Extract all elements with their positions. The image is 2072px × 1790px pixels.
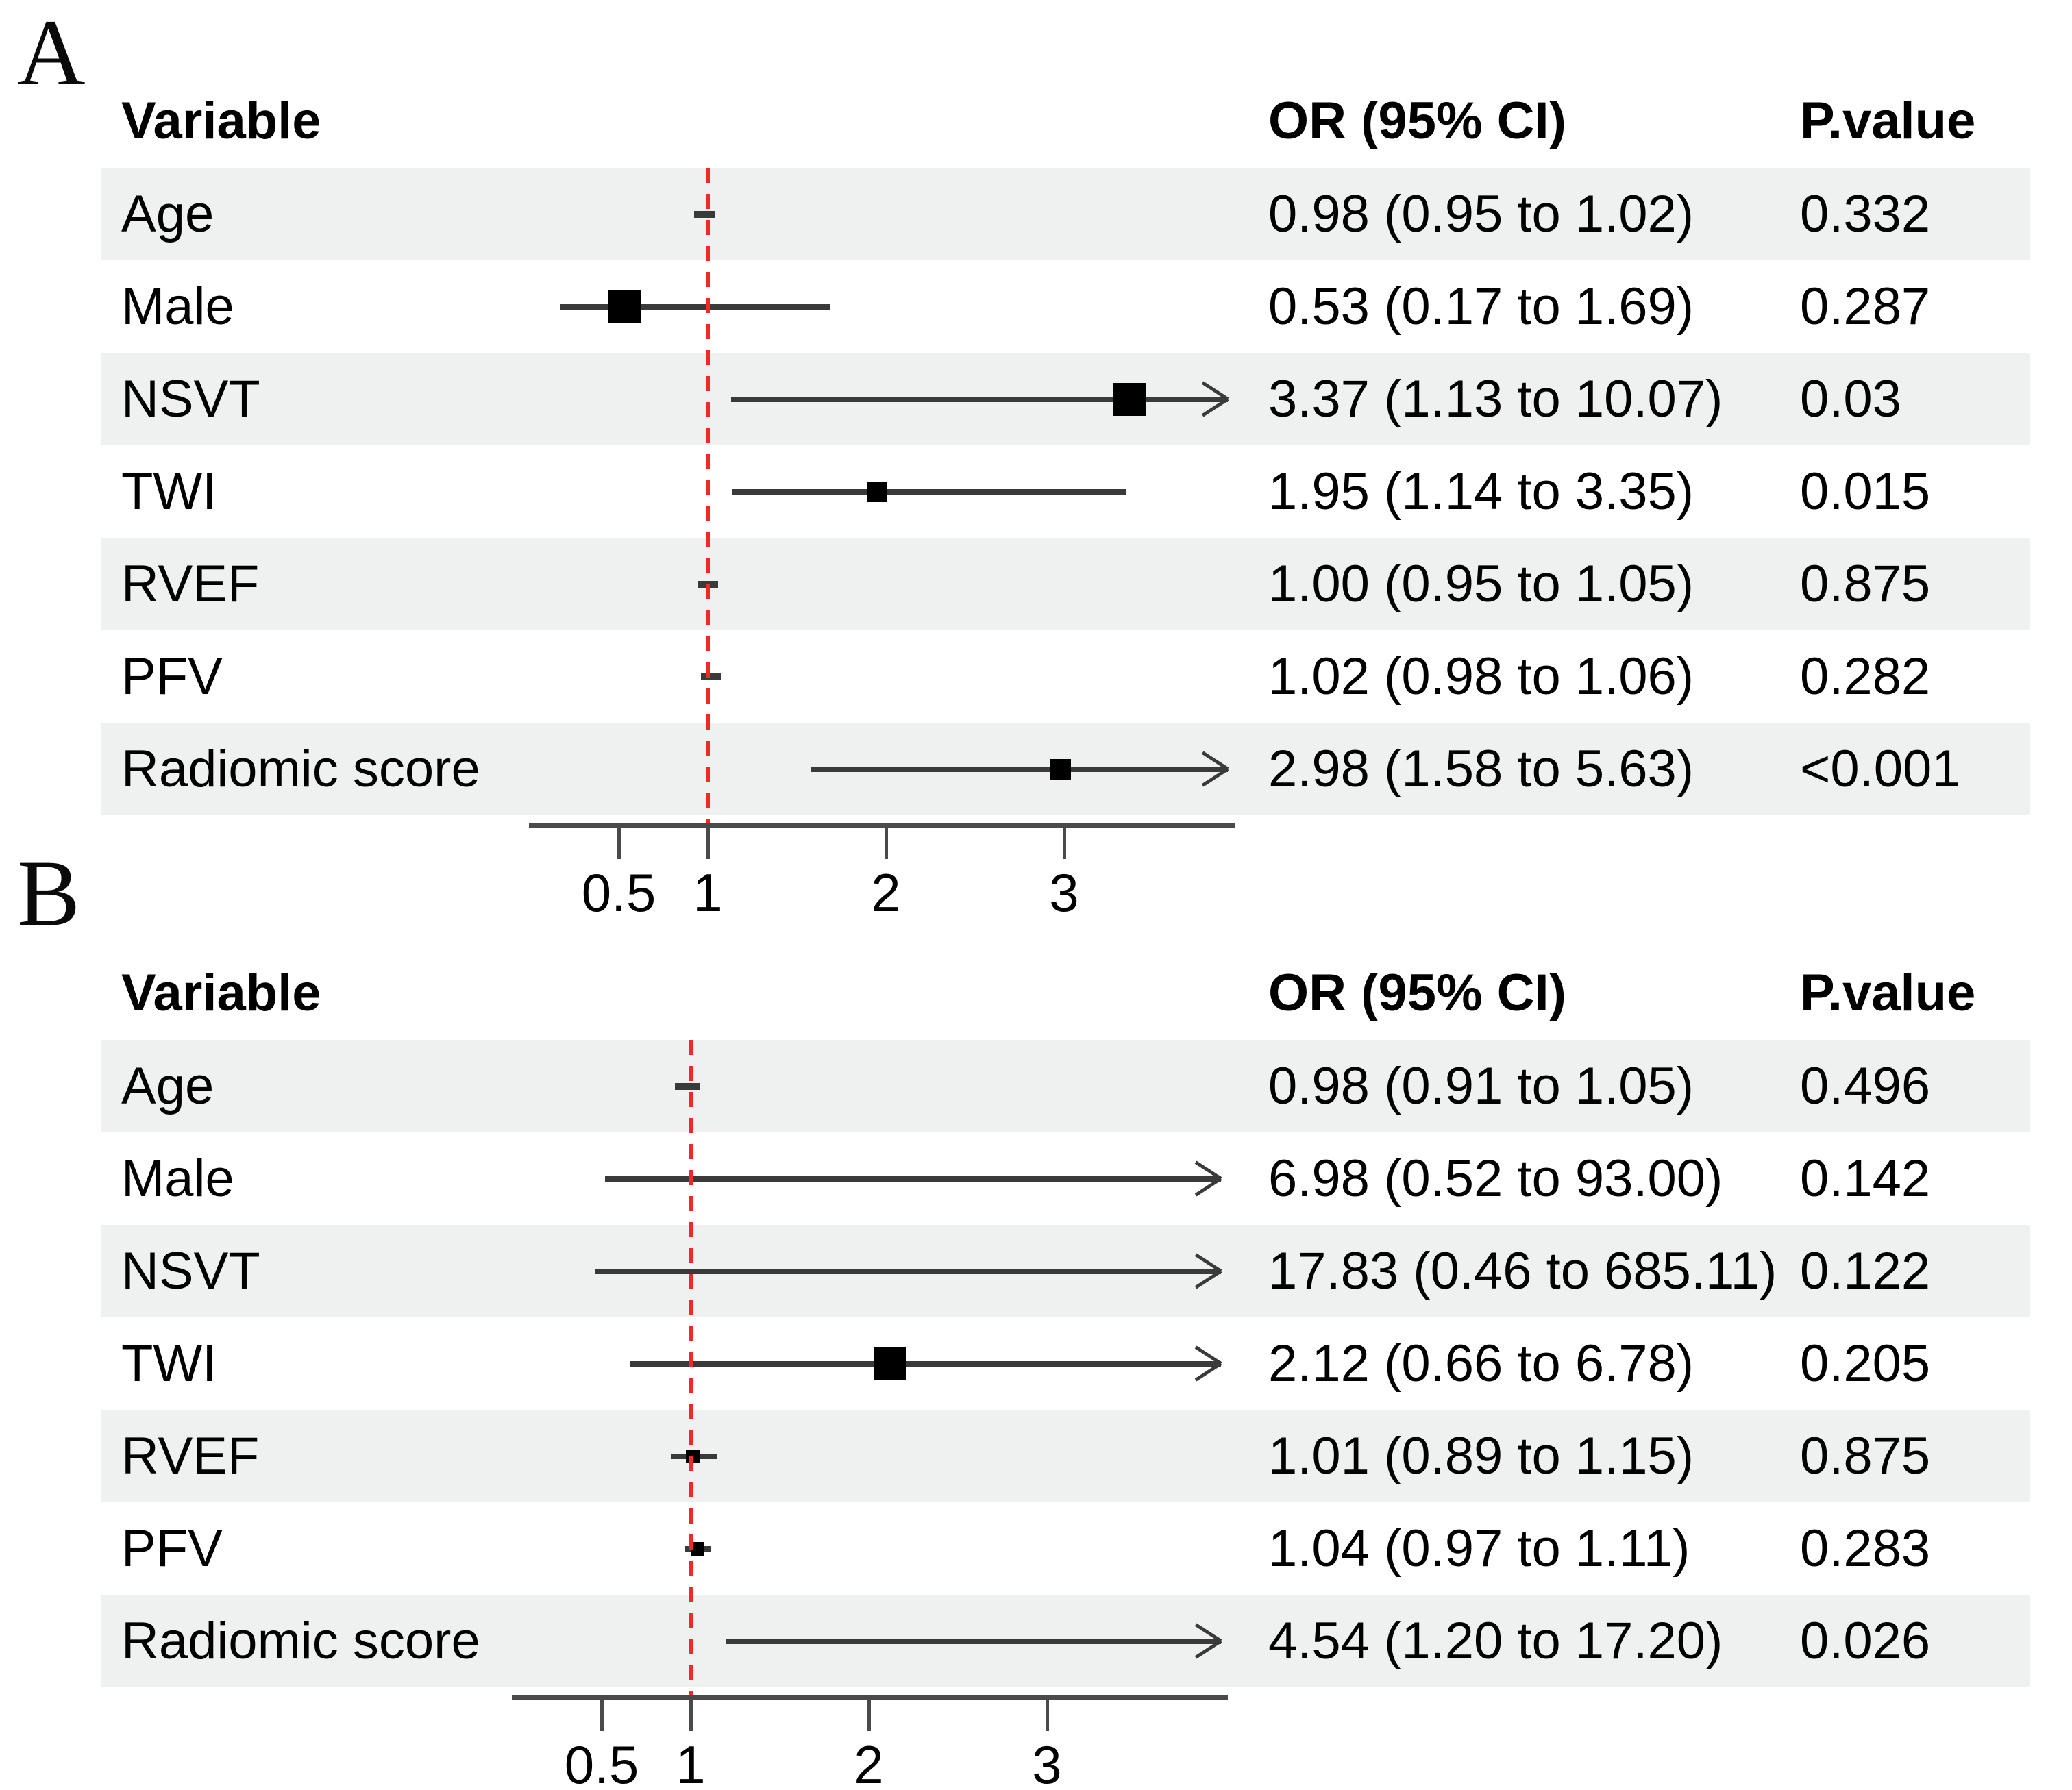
- column-header-variable: Variable: [121, 964, 321, 1022]
- p-value: 0.015: [1800, 462, 1931, 521]
- or-ci-value: 1.95 (1.14 to 3.35): [1268, 462, 1694, 521]
- p-value: 0.142: [1800, 1149, 1931, 1208]
- panel-b-label: B: [17, 841, 81, 945]
- reference-line-or-1: [706, 168, 710, 823]
- ci-line: [732, 488, 1126, 495]
- p-value: 0.875: [1800, 555, 1931, 613]
- ci-dash-marker: [693, 210, 715, 218]
- point-estimate-square: [867, 481, 887, 502]
- ci-line: [605, 1176, 1221, 1182]
- or-ci-value: 4.54 (1.20 to 17.20): [1268, 1612, 1723, 1670]
- or-ci-value: 1.04 (0.97 to 1.11): [1268, 1519, 1690, 1578]
- variable-label: Radiomic score: [121, 740, 480, 798]
- ci-line: [594, 1268, 1221, 1274]
- p-value: 0.287: [1800, 277, 1931, 336]
- p-value: 0.205: [1800, 1334, 1931, 1393]
- or-ci-value: 1.02 (0.98 to 1.06): [1268, 647, 1694, 706]
- p-value: <0.001: [1800, 740, 1961, 798]
- x-axis-tick-label: 0.5: [564, 1735, 639, 1790]
- or-ci-value: 0.98 (0.95 to 1.02): [1268, 185, 1694, 243]
- row-band: [101, 630, 2030, 723]
- variable-label: TWI: [121, 1334, 217, 1393]
- column-header-pvalue: P.value: [1800, 964, 1976, 1022]
- x-axis-tick: [867, 1695, 871, 1731]
- variable-label: RVEF: [121, 555, 260, 613]
- p-value: 0.03: [1800, 370, 1901, 428]
- x-axis-tick: [617, 823, 621, 859]
- or-ci-value: 1.01 (0.89 to 1.15): [1268, 1427, 1694, 1485]
- variable-label: Age: [121, 1057, 214, 1115]
- column-header-variable: Variable: [121, 92, 321, 150]
- or-ci-value: 0.98 (0.91 to 1.05): [1268, 1057, 1694, 1115]
- or-ci-value: 2.12 (0.66 to 6.78): [1268, 1334, 1694, 1393]
- x-axis-tick-label: 1: [693, 862, 723, 923]
- point-estimate-square: [1113, 382, 1147, 416]
- ci-line: [811, 766, 1228, 772]
- x-axis-tick: [1045, 1695, 1049, 1731]
- x-axis-tick-label: 2: [854, 1735, 884, 1790]
- x-axis-tick-label: 0.5: [581, 862, 656, 923]
- p-value: 0.282: [1800, 647, 1931, 706]
- point-estimate-square: [607, 290, 641, 323]
- column-header-or: OR (95% CI): [1268, 964, 1566, 1022]
- variable-label: Radiomic score: [121, 1612, 480, 1670]
- x-axis-tick-label: 3: [1049, 862, 1079, 923]
- variable-label: Age: [121, 185, 214, 243]
- variable-label: Male: [121, 277, 234, 336]
- ci-dash-marker: [701, 673, 722, 680]
- or-ci-value: 3.37 (1.13 to 10.07): [1268, 370, 1723, 428]
- variable-label: TWI: [121, 462, 217, 521]
- row-band: [101, 1502, 2030, 1595]
- point-estimate-square: [874, 1347, 907, 1380]
- ci-line: [630, 1360, 1221, 1367]
- p-value: 0.496: [1800, 1057, 1931, 1115]
- x-axis-tick: [884, 823, 888, 859]
- point-estimate-square: [691, 1541, 705, 1556]
- column-header-pvalue: P.value: [1800, 92, 1976, 150]
- or-ci-value: 0.53 (0.17 to 1.69): [1268, 277, 1694, 336]
- variable-label: NSVT: [121, 1242, 260, 1300]
- variable-label: PFV: [121, 1519, 223, 1578]
- ci-line: [730, 396, 1228, 402]
- ci-line: [726, 1638, 1221, 1644]
- x-axis-tick: [706, 823, 710, 859]
- x-axis-tick: [1062, 823, 1066, 859]
- row-band: [101, 168, 2030, 260]
- p-value: 0.026: [1800, 1612, 1931, 1670]
- variable-label: Male: [121, 1149, 234, 1208]
- row-band: [101, 260, 2030, 353]
- ci-dash-marker: [674, 1082, 700, 1090]
- x-axis-tick-label: 3: [1032, 1735, 1062, 1790]
- point-estimate-square: [1050, 758, 1071, 780]
- or-ci-value: 17.83 (0.46 to 685.11): [1268, 1242, 1777, 1300]
- p-value: 0.122: [1800, 1242, 1931, 1300]
- p-value: 0.875: [1800, 1427, 1931, 1485]
- column-header-or: OR (95% CI): [1268, 92, 1566, 150]
- x-axis-tick-label: 2: [871, 862, 901, 923]
- p-value: 0.283: [1800, 1519, 1931, 1578]
- x-axis-tick: [600, 1695, 604, 1731]
- reference-line-or-1: [689, 1040, 693, 1695]
- p-value: 0.332: [1800, 185, 1931, 243]
- row-band: [101, 1410, 2030, 1502]
- or-ci-value: 1.00 (0.95 to 1.05): [1268, 555, 1694, 613]
- or-ci-value: 6.98 (0.52 to 93.00): [1268, 1149, 1723, 1208]
- variable-label: NSVT: [121, 370, 260, 428]
- variable-label: RVEF: [121, 1427, 260, 1485]
- x-axis-line: [529, 823, 1235, 828]
- ci-line: [560, 303, 831, 310]
- variable-label: PFV: [121, 647, 223, 706]
- x-axis-tick: [689, 1695, 693, 1731]
- panel-a-label: A: [17, 0, 86, 105]
- or-ci-value: 2.98 (1.58 to 5.63): [1268, 740, 1694, 798]
- row-band: [101, 538, 2030, 630]
- row-band: [101, 1040, 2030, 1132]
- x-axis-tick-label: 1: [676, 1735, 706, 1790]
